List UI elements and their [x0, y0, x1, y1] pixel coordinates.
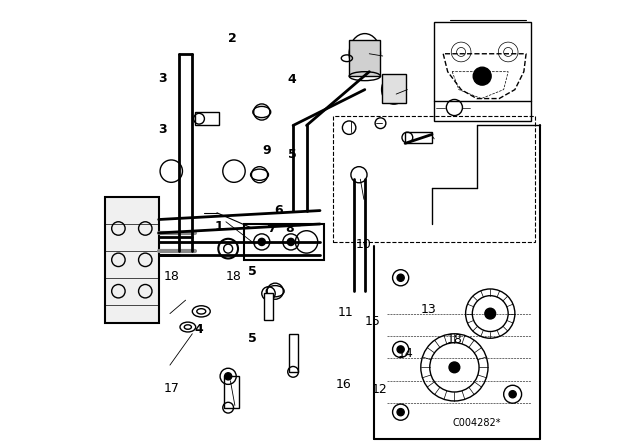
Circle shape: [397, 274, 404, 281]
Bar: [195, 112, 219, 125]
Text: 8: 8: [285, 222, 294, 235]
Circle shape: [485, 308, 495, 319]
Circle shape: [225, 373, 232, 380]
Text: 5: 5: [248, 332, 257, 345]
Text: 14: 14: [397, 347, 413, 361]
Circle shape: [218, 239, 238, 258]
Text: 18: 18: [226, 270, 242, 284]
Bar: [244, 224, 324, 260]
Circle shape: [473, 67, 491, 85]
Circle shape: [287, 238, 294, 246]
Circle shape: [258, 238, 266, 246]
Text: 17: 17: [163, 382, 179, 396]
Circle shape: [449, 362, 460, 373]
Text: 18: 18: [447, 333, 462, 346]
Text: 18: 18: [163, 270, 179, 284]
Text: 11: 11: [338, 306, 353, 319]
Bar: [333, 116, 535, 242]
Text: 7: 7: [268, 222, 276, 235]
Text: 4: 4: [288, 73, 296, 86]
Text: 15: 15: [365, 315, 381, 328]
Text: 9: 9: [263, 143, 271, 157]
Text: C004282*: C004282*: [452, 418, 500, 428]
Text: 13: 13: [420, 302, 436, 316]
Text: 3: 3: [158, 72, 166, 85]
Circle shape: [397, 346, 404, 353]
Bar: [435, 22, 531, 121]
Text: 1: 1: [215, 220, 223, 233]
Bar: [289, 334, 298, 372]
Text: 10: 10: [356, 237, 372, 251]
Bar: [224, 376, 239, 408]
Text: 6: 6: [275, 204, 283, 217]
Text: 5: 5: [288, 148, 296, 161]
Bar: [264, 293, 273, 320]
Circle shape: [397, 409, 404, 416]
Text: 16: 16: [335, 378, 351, 391]
Bar: [349, 40, 380, 76]
Text: 12: 12: [371, 383, 387, 396]
Text: 5: 5: [248, 264, 256, 278]
Bar: [405, 132, 432, 143]
Circle shape: [509, 391, 516, 398]
Text: 3: 3: [158, 123, 166, 137]
Text: 2: 2: [228, 31, 237, 45]
Text: 4: 4: [195, 323, 204, 336]
Bar: [105, 197, 159, 323]
Bar: [382, 74, 406, 103]
